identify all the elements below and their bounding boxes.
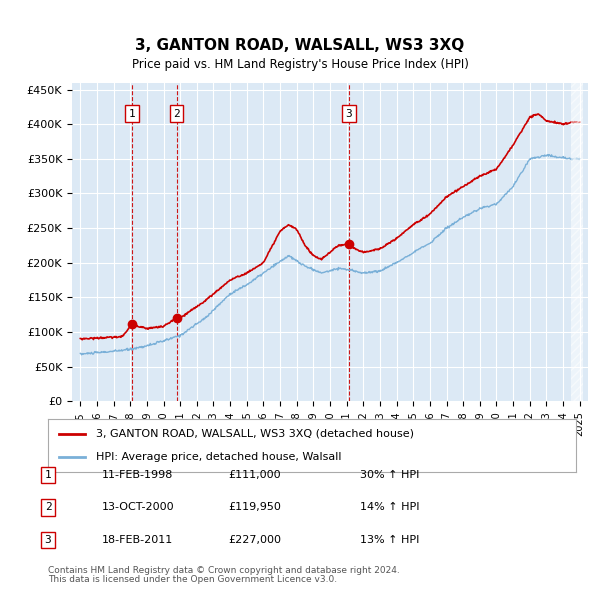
Text: 30% ↑ HPI: 30% ↑ HPI	[360, 470, 419, 480]
Text: 3, GANTON ROAD, WALSALL, WS3 3XQ (detached house): 3, GANTON ROAD, WALSALL, WS3 3XQ (detach…	[95, 429, 413, 439]
Text: Contains HM Land Registry data © Crown copyright and database right 2024.: Contains HM Land Registry data © Crown c…	[48, 566, 400, 575]
Text: Price paid vs. HM Land Registry's House Price Index (HPI): Price paid vs. HM Land Registry's House …	[131, 58, 469, 71]
Text: 18-FEB-2011: 18-FEB-2011	[102, 535, 173, 545]
Text: HPI: Average price, detached house, Walsall: HPI: Average price, detached house, Wals…	[95, 452, 341, 462]
Text: 1: 1	[129, 109, 136, 119]
Text: £227,000: £227,000	[228, 535, 281, 545]
Text: 13-OCT-2000: 13-OCT-2000	[102, 503, 175, 512]
Text: 13% ↑ HPI: 13% ↑ HPI	[360, 535, 419, 545]
Text: £111,000: £111,000	[228, 470, 281, 480]
Bar	[571, 83, 583, 401]
Text: 1: 1	[44, 470, 52, 480]
Text: 3: 3	[346, 109, 352, 119]
Text: This data is licensed under the Open Government Licence v3.0.: This data is licensed under the Open Gov…	[48, 575, 337, 584]
Text: £119,950: £119,950	[228, 503, 281, 512]
Text: 11-FEB-1998: 11-FEB-1998	[102, 470, 173, 480]
Text: 2: 2	[44, 503, 52, 512]
Text: 14% ↑ HPI: 14% ↑ HPI	[360, 503, 419, 512]
Text: 2: 2	[173, 109, 180, 119]
Text: 3, GANTON ROAD, WALSALL, WS3 3XQ: 3, GANTON ROAD, WALSALL, WS3 3XQ	[136, 38, 464, 53]
Text: 3: 3	[44, 535, 52, 545]
